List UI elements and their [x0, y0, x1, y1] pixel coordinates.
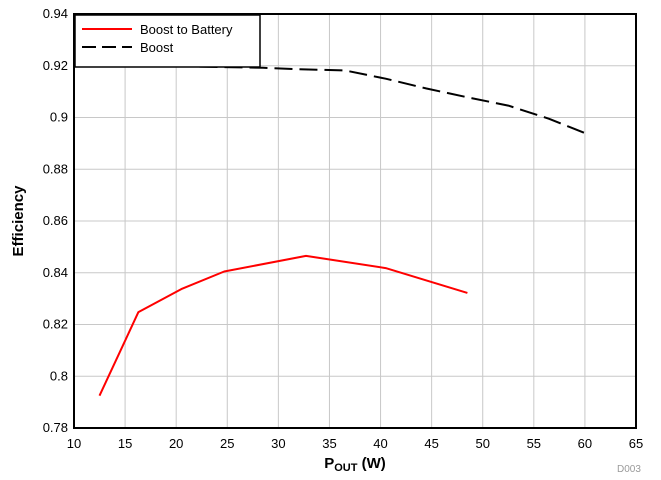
y-tick-label: 0.78	[43, 420, 68, 435]
x-tick-label: 45	[424, 436, 438, 451]
x-tick-labels: 10 15 20 25 30 35 40 45 50 55 60 65	[67, 436, 643, 451]
x-tick-label: 35	[322, 436, 336, 451]
y-tick-label: 0.9	[50, 110, 68, 125]
x-axis-title-main: P	[324, 455, 334, 472]
x-tick-label: 40	[373, 436, 387, 451]
x-tick-label: 50	[475, 436, 489, 451]
legend-label-boost-to-battery: Boost to Battery	[140, 22, 233, 37]
x-tick-label: 10	[67, 436, 81, 451]
x-tick-label: 25	[220, 436, 234, 451]
plot-frame	[73, 13, 637, 429]
y-tick-label: 0.94	[43, 6, 68, 21]
legend-box	[74, 14, 261, 68]
figure-code: D003	[617, 464, 641, 475]
y-tick-label: 0.88	[43, 161, 68, 176]
y-tick-labels: 0.78 0.8 0.82 0.84 0.86 0.88 0.9 0.92 0.94	[43, 6, 68, 435]
x-tick-label: 20	[169, 436, 183, 451]
series-line-boost-to-battery	[98, 254, 468, 397]
legend: Boost to Battery Boost	[74, 14, 261, 68]
y-tick-label: 0.92	[43, 58, 68, 73]
y-tick-label: 0.86	[43, 213, 68, 228]
x-axis-title-subscript: OUT	[334, 462, 358, 474]
x-tick-label: 60	[578, 436, 592, 451]
y-axis-title: Efficiency	[10, 185, 27, 257]
y-tick-label: 0.84	[43, 265, 68, 280]
x-tick-label: 15	[118, 436, 132, 451]
grid	[73, 13, 637, 429]
legend-label-boost: Boost	[140, 40, 174, 55]
y-tick-label: 0.82	[43, 317, 68, 332]
x-tick-label: 65	[629, 436, 643, 451]
x-tick-label: 55	[527, 436, 541, 451]
x-axis-title-unit: (W)	[357, 455, 385, 472]
x-tick-label: 30	[271, 436, 285, 451]
x-axis-title: POUT (W)	[324, 455, 386, 474]
y-tick-label: 0.8	[50, 368, 68, 383]
